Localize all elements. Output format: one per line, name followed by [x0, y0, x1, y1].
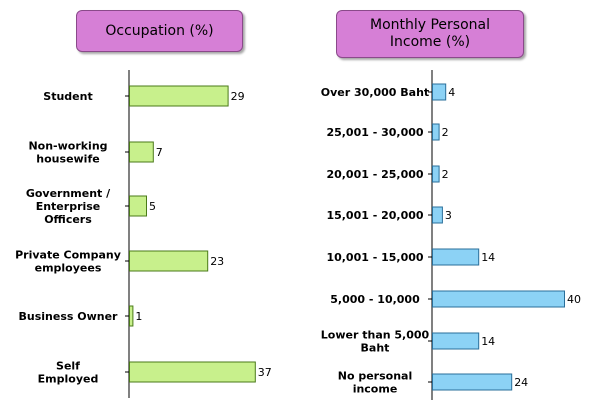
income-bar: [432, 123, 440, 141]
income-category-label: Lower than 5,000 Baht: [321, 329, 430, 355]
income-data-label: 2: [442, 126, 449, 139]
income-bar: [432, 206, 443, 224]
occupation-category-label: Non-working housewife: [28, 140, 107, 166]
income-bar: [432, 332, 480, 350]
income-data-label: 2: [442, 168, 449, 181]
income-data-label: 40: [567, 293, 581, 306]
income-category-label: 25,001 - 30,000: [326, 126, 423, 139]
occupation-category-label: Student: [43, 90, 92, 103]
income-title-line-1: Monthly Personal: [369, 17, 491, 34]
income-bar: [432, 83, 447, 101]
occupation-data-label: 37: [258, 366, 272, 379]
income-data-label: 24: [514, 376, 528, 389]
income-title-line-2: Income (%): [389, 34, 471, 50]
occupation-category-label: Self Employed: [38, 360, 99, 386]
income-bar: [432, 248, 480, 266]
occupation-bar: [129, 141, 154, 163]
income-category-label: 20,001 - 25,000: [326, 168, 423, 181]
income-data-label: 14: [481, 251, 495, 264]
income-bar: [432, 290, 565, 308]
occupation-category-label: Private Company employees: [15, 249, 121, 275]
occupation-chart-title: Occupation (%): [76, 10, 243, 52]
occupation-category-label: Business Owner: [19, 310, 119, 323]
income-data-label: 3: [445, 209, 452, 222]
income-category-label: 10,001 - 15,000: [326, 251, 423, 264]
occupation-data-label: 23: [210, 255, 224, 268]
income-data-label: 4: [448, 86, 455, 99]
occupation-title-text: Occupation (%): [105, 22, 214, 39]
income-bar: [432, 165, 440, 183]
income-category-label: 5,000 - 10,000: [330, 293, 420, 306]
occupation-category-label: Government / Enterprise Officers: [26, 187, 111, 226]
occupation-bar: [129, 361, 256, 383]
occupation-bar: [129, 85, 229, 107]
income-chart-title: Monthly Personal Income (%): [336, 10, 524, 58]
income-category-label: Over 30,000 Baht: [321, 86, 429, 99]
occupation-bar: [129, 250, 209, 272]
occupation-data-label: 7: [156, 146, 163, 159]
income-bar: [432, 373, 513, 391]
income-category-label: No personal income: [338, 370, 412, 396]
occupation-bar: [129, 195, 147, 217]
income-data-label: 14: [481, 335, 495, 348]
occupation-data-label: 5: [149, 200, 156, 213]
income-category-label: 15,001 - 20,000: [326, 209, 423, 222]
occupation-data-label: 1: [135, 310, 142, 323]
occupation-data-label: 29: [231, 90, 245, 103]
occupation-bar: [129, 305, 134, 327]
